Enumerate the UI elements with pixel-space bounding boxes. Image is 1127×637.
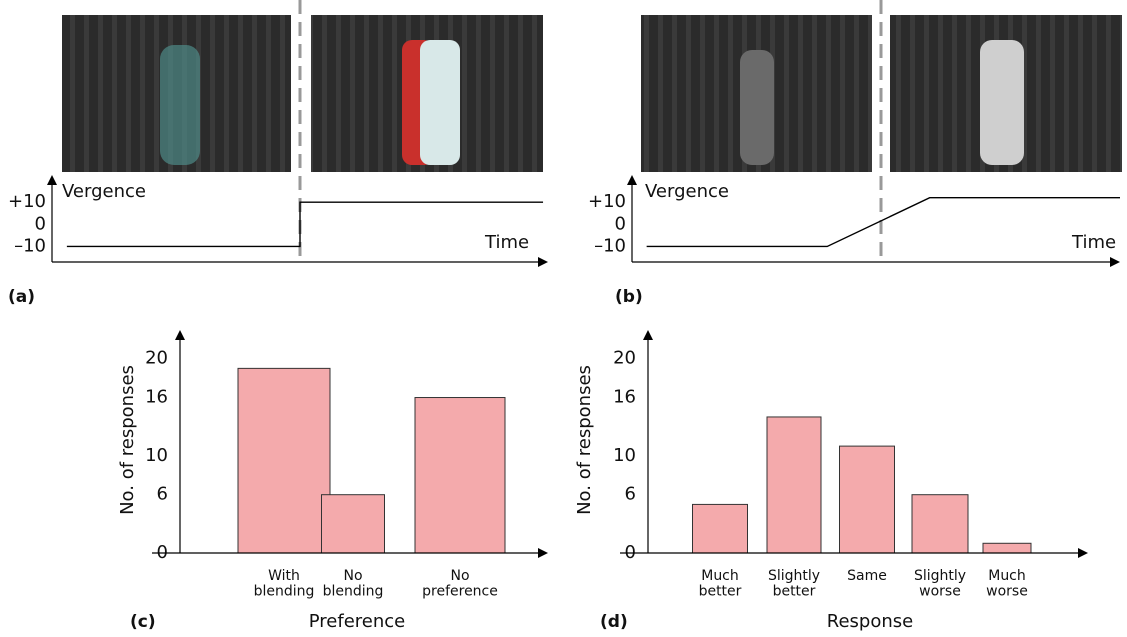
x-axis-title: Time [1071, 232, 1116, 253]
panel-label: (b) [615, 287, 643, 307]
y-tick-label: 16 [145, 387, 168, 408]
axis-arrow [175, 330, 185, 340]
figure: +100–10VergenceTime(a)+100–10VergenceTim… [0, 0, 1127, 637]
y-tick-label: +10 [588, 191, 626, 212]
axis-arrow [538, 548, 548, 558]
y-tick-label: 6 [157, 484, 168, 505]
y-tick-label: 0 [615, 213, 626, 234]
y-tick-label: –10 [14, 235, 46, 256]
y-axis-title: No. of responses [574, 365, 595, 515]
y-axis-title: Vergence [62, 181, 146, 202]
photo-figure [740, 50, 774, 165]
x-axis-title: Time [484, 232, 529, 253]
y-axis-title: No. of responses [117, 365, 138, 515]
y-tick-label: 0 [35, 213, 46, 234]
bar [767, 417, 821, 553]
bar [238, 368, 330, 553]
bar [983, 543, 1031, 553]
x-axis-title: Preference [309, 611, 406, 632]
y-tick-label: 10 [145, 445, 168, 466]
x-tick-label: Same [847, 568, 887, 584]
axis-arrow [1110, 257, 1120, 267]
axis-arrow [643, 330, 653, 340]
y-tick-label: 20 [145, 348, 168, 369]
photo-figure [420, 40, 460, 165]
axis-arrow [627, 175, 637, 185]
bar [322, 495, 385, 553]
axis-arrow [1078, 548, 1088, 558]
line-series [647, 198, 1120, 247]
panel-label: (d) [600, 612, 628, 632]
line-series [67, 202, 543, 246]
panel-label: (c) [130, 612, 156, 632]
y-tick-label: 6 [625, 484, 636, 505]
y-tick-label: –10 [594, 235, 626, 256]
photo-figure [160, 45, 200, 165]
y-tick-label: 20 [613, 348, 636, 369]
bar [693, 504, 748, 553]
y-axis-title: Vergence [645, 181, 729, 202]
bar [840, 446, 895, 553]
axis-arrow [538, 257, 548, 267]
x-axis-title: Response [827, 611, 913, 632]
bar [912, 495, 968, 553]
photos [62, 15, 1122, 172]
bar [415, 398, 505, 553]
axis-arrow [47, 175, 57, 185]
photo-figure [980, 40, 1024, 165]
y-tick-label: 16 [613, 387, 636, 408]
y-tick-label: +10 [8, 191, 46, 212]
y-tick-label: 10 [613, 445, 636, 466]
panel-label: (a) [8, 287, 35, 307]
